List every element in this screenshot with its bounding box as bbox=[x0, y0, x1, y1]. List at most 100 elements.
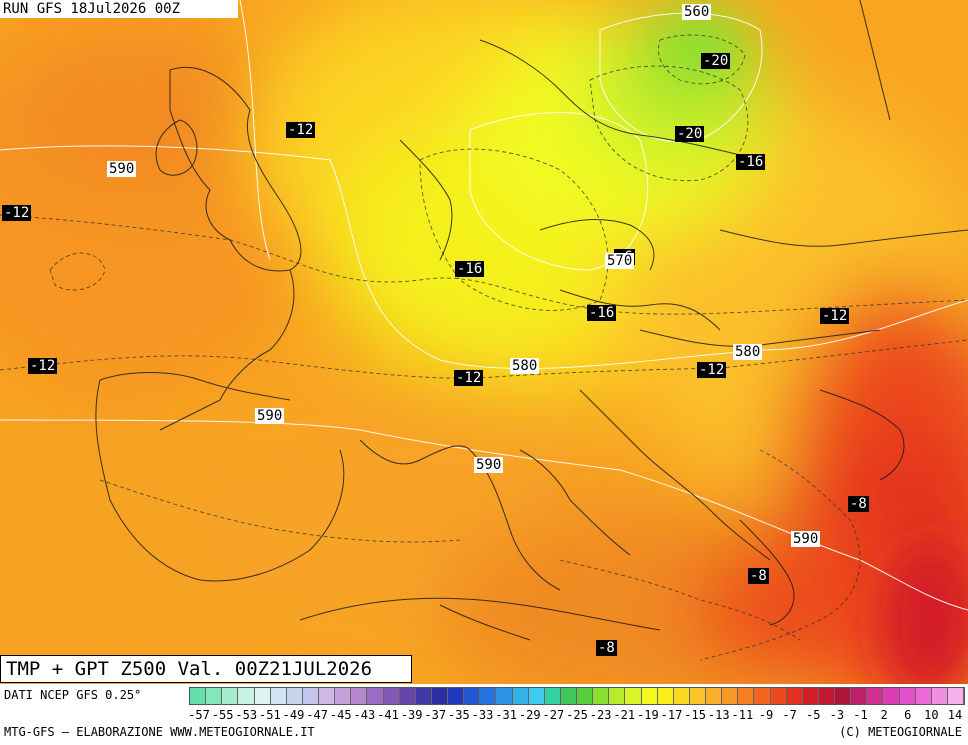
color-scale-tick-label: -1 bbox=[853, 708, 868, 722]
temperature-label: -12 bbox=[697, 362, 727, 378]
color-swatch bbox=[431, 688, 448, 704]
color-scale-tick-label: -53 bbox=[235, 708, 258, 722]
color-swatch bbox=[302, 688, 319, 704]
color-swatch bbox=[560, 688, 577, 704]
color-scale-tick-label: -35 bbox=[448, 708, 470, 722]
geopotential-label: 590 bbox=[791, 531, 821, 547]
color-scale-tick-label: -19 bbox=[637, 708, 659, 722]
color-swatch bbox=[802, 688, 819, 704]
color-scale-tick-label: -39 bbox=[400, 708, 423, 722]
color-swatch bbox=[673, 688, 690, 704]
geopotential-label: 580 bbox=[510, 358, 540, 374]
color-swatch bbox=[528, 688, 545, 704]
color-scale-tick-label: -37 bbox=[424, 708, 447, 722]
temperature-label: -8 bbox=[748, 568, 769, 584]
color-swatch bbox=[689, 688, 706, 704]
color-swatch bbox=[480, 688, 497, 704]
color-swatch bbox=[867, 688, 884, 704]
color-swatch bbox=[931, 688, 948, 704]
color-scale-tick-label: -21 bbox=[613, 708, 636, 722]
color-swatch bbox=[706, 688, 723, 704]
temperature-label: -12 bbox=[820, 308, 850, 324]
color-swatch bbox=[722, 688, 739, 704]
color-swatch bbox=[335, 688, 352, 704]
geopotential-label: 560 bbox=[682, 4, 712, 20]
color-scale-tick-label: -27 bbox=[542, 708, 565, 722]
temperature-label: -12 bbox=[28, 358, 58, 374]
geopotential-label: 590 bbox=[107, 161, 137, 177]
color-scale-tick-label: -33 bbox=[471, 708, 494, 722]
color-scale-ticks: -57 -55 -53 -51 -49 -47 -45 -43 -41 -39 -37 -35 -33-… bbox=[188, 708, 967, 722]
temperature-label: -20 bbox=[675, 126, 705, 142]
color-scale-tick-label: 2 bbox=[880, 708, 888, 722]
color-scale-tick-label: -57 bbox=[188, 708, 210, 722]
geopotential-label: 580 bbox=[733, 344, 763, 360]
color-scale-tick-label: -23 bbox=[589, 708, 612, 722]
color-swatch bbox=[835, 688, 852, 704]
color-swatch bbox=[464, 688, 481, 704]
color-swatch bbox=[415, 688, 432, 704]
color-swatch bbox=[383, 688, 400, 704]
color-swatch bbox=[254, 688, 271, 704]
color-scale-tick-label: -3 bbox=[829, 708, 845, 722]
color-swatch bbox=[770, 688, 787, 704]
color-swatch bbox=[448, 688, 465, 704]
color-scale-tick-label: -15 bbox=[684, 708, 706, 722]
color-swatch bbox=[367, 688, 384, 704]
geopotential-label: 590 bbox=[474, 457, 504, 473]
color-legend: DATI NCEP GFS 0.25° -57 -55 -53 -51 -49 -47 -4… bbox=[0, 684, 968, 745]
temperature-label: -16 bbox=[736, 154, 766, 170]
color-scale-tick-label: -49 bbox=[282, 708, 305, 722]
color-scale-tick-label: 14 bbox=[947, 708, 963, 722]
color-scale-tick-label: -7 bbox=[782, 708, 797, 722]
color-scale-tick-label: -41 bbox=[377, 708, 399, 722]
color-swatch bbox=[222, 688, 239, 704]
temperature-label: -12 bbox=[2, 205, 32, 221]
color-scale-tick-label: -43 bbox=[353, 708, 376, 722]
temperature-label: -8 bbox=[848, 496, 869, 512]
color-scale-bar bbox=[189, 687, 965, 705]
color-swatch bbox=[915, 688, 932, 704]
color-swatch bbox=[190, 688, 207, 704]
temperature-label: -16 bbox=[587, 305, 617, 321]
geopotential-label: 570 bbox=[605, 253, 635, 269]
color-swatch bbox=[496, 688, 513, 704]
color-swatch bbox=[625, 688, 642, 704]
color-swatch bbox=[657, 688, 674, 704]
color-swatch bbox=[593, 688, 610, 704]
color-swatch bbox=[351, 688, 368, 704]
color-swatch bbox=[818, 688, 835, 704]
color-scale-tick-label: -9 bbox=[758, 708, 774, 722]
color-scale-tick-label: -55 bbox=[211, 708, 234, 722]
color-swatch bbox=[286, 688, 303, 704]
color-swatch bbox=[754, 688, 771, 704]
credit-right: (C) METEOGIORNALE bbox=[839, 725, 962, 739]
data-source-label: DATI NCEP GFS 0.25° bbox=[4, 688, 142, 702]
color-swatch bbox=[399, 688, 416, 704]
temperature-label: -20 bbox=[701, 53, 731, 69]
temperature-label: -12 bbox=[454, 370, 484, 386]
color-scale-tick-label: -17 bbox=[660, 708, 683, 722]
temperature-label: -16 bbox=[455, 261, 485, 277]
color-scale-tick-label: 10 bbox=[924, 708, 939, 722]
run-title: RUN GFS 18Jul2026 00Z bbox=[0, 0, 238, 18]
weather-map: RUN GFS 18Jul2026 00Z -12 -12 -12 -20 -2… bbox=[0, 0, 968, 684]
color-scale-tick-label: -5 bbox=[806, 708, 821, 722]
color-scale-tick-label: -25 bbox=[566, 708, 588, 722]
color-swatch bbox=[947, 688, 964, 704]
color-swatch bbox=[206, 688, 223, 704]
color-swatch bbox=[512, 688, 529, 704]
color-swatch bbox=[883, 688, 900, 704]
temperature-field bbox=[0, 0, 968, 684]
color-swatch bbox=[899, 688, 916, 704]
color-scale-tick-label: -31 bbox=[495, 708, 517, 722]
color-swatch bbox=[238, 688, 255, 704]
color-scale-tick-label: -51 bbox=[259, 708, 281, 722]
color-scale-tick-label: -11 bbox=[731, 708, 754, 722]
color-swatch bbox=[786, 688, 803, 704]
temperature-label: -12 bbox=[286, 122, 316, 138]
credit-left: MTG-GFS – ELABORAZIONE WWW.METEOGIORNALE… bbox=[4, 725, 315, 739]
valid-time-title: TMP + GPT Z500 Val. 00Z21JUL2026 bbox=[0, 655, 412, 683]
color-scale-tick-label: -45 bbox=[329, 708, 352, 722]
color-swatch bbox=[319, 688, 336, 704]
